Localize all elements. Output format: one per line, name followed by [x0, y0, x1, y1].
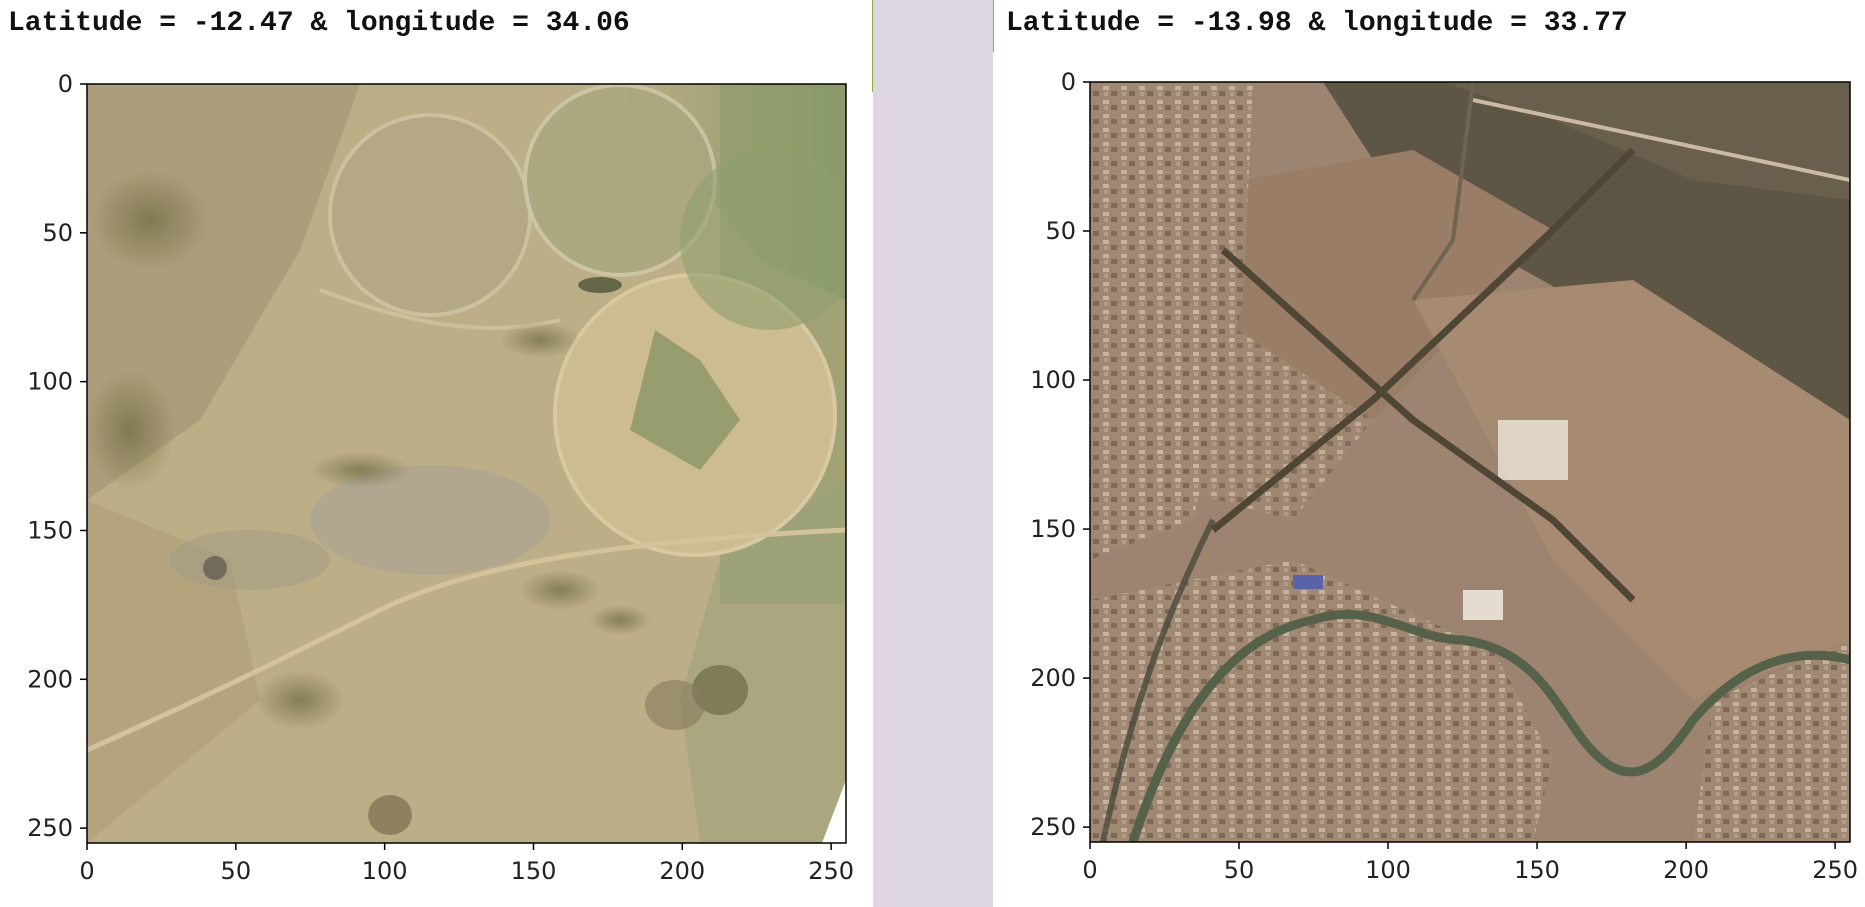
y-tick-label: 150	[1030, 515, 1076, 543]
y-tick-label: 0	[1061, 68, 1076, 96]
y-tick-label: 150	[27, 516, 73, 544]
y-tick-label: 100	[1030, 366, 1076, 394]
y-tick-label: 250	[27, 814, 73, 842]
axis-ticks-right: 0 0 50 50 100 100 150 150 200 200 250 250	[1030, 68, 1858, 884]
x-tick-label: 50	[1224, 856, 1255, 884]
y-tick-label: 50	[1045, 217, 1076, 245]
satellite-plot-right: 0 0 50 50 100 100 150 150 200 200 250 250	[1030, 68, 1858, 884]
y-tick-label: 200	[27, 665, 73, 693]
y-tick-label: 200	[1030, 664, 1076, 692]
x-tick-label: 150	[1514, 856, 1560, 884]
x-tick-label: 200	[659, 857, 705, 885]
x-tick-label: 250	[1812, 856, 1858, 884]
plot-panel-left: Latitude = -12.47 & longitude = 34.06	[0, 0, 873, 907]
cell-border-line	[872, 0, 873, 92]
satellite-image-right	[1090, 82, 1850, 842]
panel-divider	[873, 0, 993, 907]
satellite-plot-left: 0 0 50 50 100 100 150 150 200 200 250 250	[27, 70, 854, 885]
x-tick-label: 100	[362, 857, 408, 885]
y-tick-label: 100	[27, 368, 73, 396]
x-tick-label: 100	[1365, 856, 1411, 884]
y-tick-label: 50	[42, 219, 73, 247]
panel-title: Latitude = -13.98 & longitude = 33.77	[1006, 8, 1628, 39]
x-tick-label: 150	[511, 857, 557, 885]
plot-panel-right: Latitude = -13.98 & longitude = 33.77	[993, 0, 1865, 907]
x-tick-label: 50	[221, 857, 252, 885]
x-tick-label: 0	[1082, 856, 1097, 884]
axis-ticks-left: 0 0 50 50 100 100 150 150 200 200 250 250	[27, 70, 854, 885]
axes-frame	[1089, 81, 1851, 843]
x-tick-label: 200	[1663, 856, 1709, 884]
satellite-image-left	[87, 84, 846, 843]
axes-frame	[86, 83, 847, 844]
x-tick-label: 0	[79, 857, 94, 885]
cell-border-line	[993, 0, 994, 52]
y-tick-label: 0	[58, 70, 73, 98]
y-tick-label: 250	[1030, 813, 1076, 841]
x-tick-label: 250	[808, 857, 854, 885]
panel-title: Latitude = -12.47 & longitude = 34.06	[8, 8, 630, 39]
